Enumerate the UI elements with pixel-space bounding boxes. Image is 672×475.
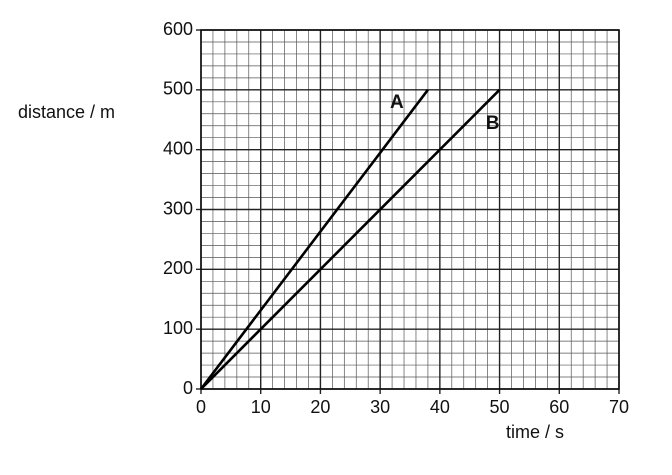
x-tick-label: 10 (251, 397, 271, 417)
y-tick-label: 400 (163, 138, 193, 158)
plot-frame (200, 29, 620, 390)
x-tick-label: 50 (490, 397, 510, 417)
series-label: A (390, 92, 404, 113)
y-tick-label: 100 (163, 318, 193, 338)
y-tick-label: 0 (183, 378, 193, 398)
x-tick-label: 60 (549, 397, 569, 417)
x-tick-label: 30 (370, 397, 390, 417)
x-tick-label: 40 (430, 397, 450, 417)
series-line (199, 89, 429, 390)
y-tick-label: 600 (163, 19, 193, 39)
y-tick-label: 200 (163, 258, 193, 278)
y-tick-label: 300 (163, 198, 193, 218)
x-tick-label: 70 (609, 397, 629, 417)
series-line (200, 88, 501, 390)
x-axis-label: time / s (506, 422, 564, 442)
x-tick-label: 0 (196, 397, 206, 417)
x-tick-label: 20 (310, 397, 330, 417)
y-axis-label: distance / m (18, 102, 115, 122)
y-tick-label: 500 (163, 79, 193, 99)
series-label: B (486, 113, 500, 134)
